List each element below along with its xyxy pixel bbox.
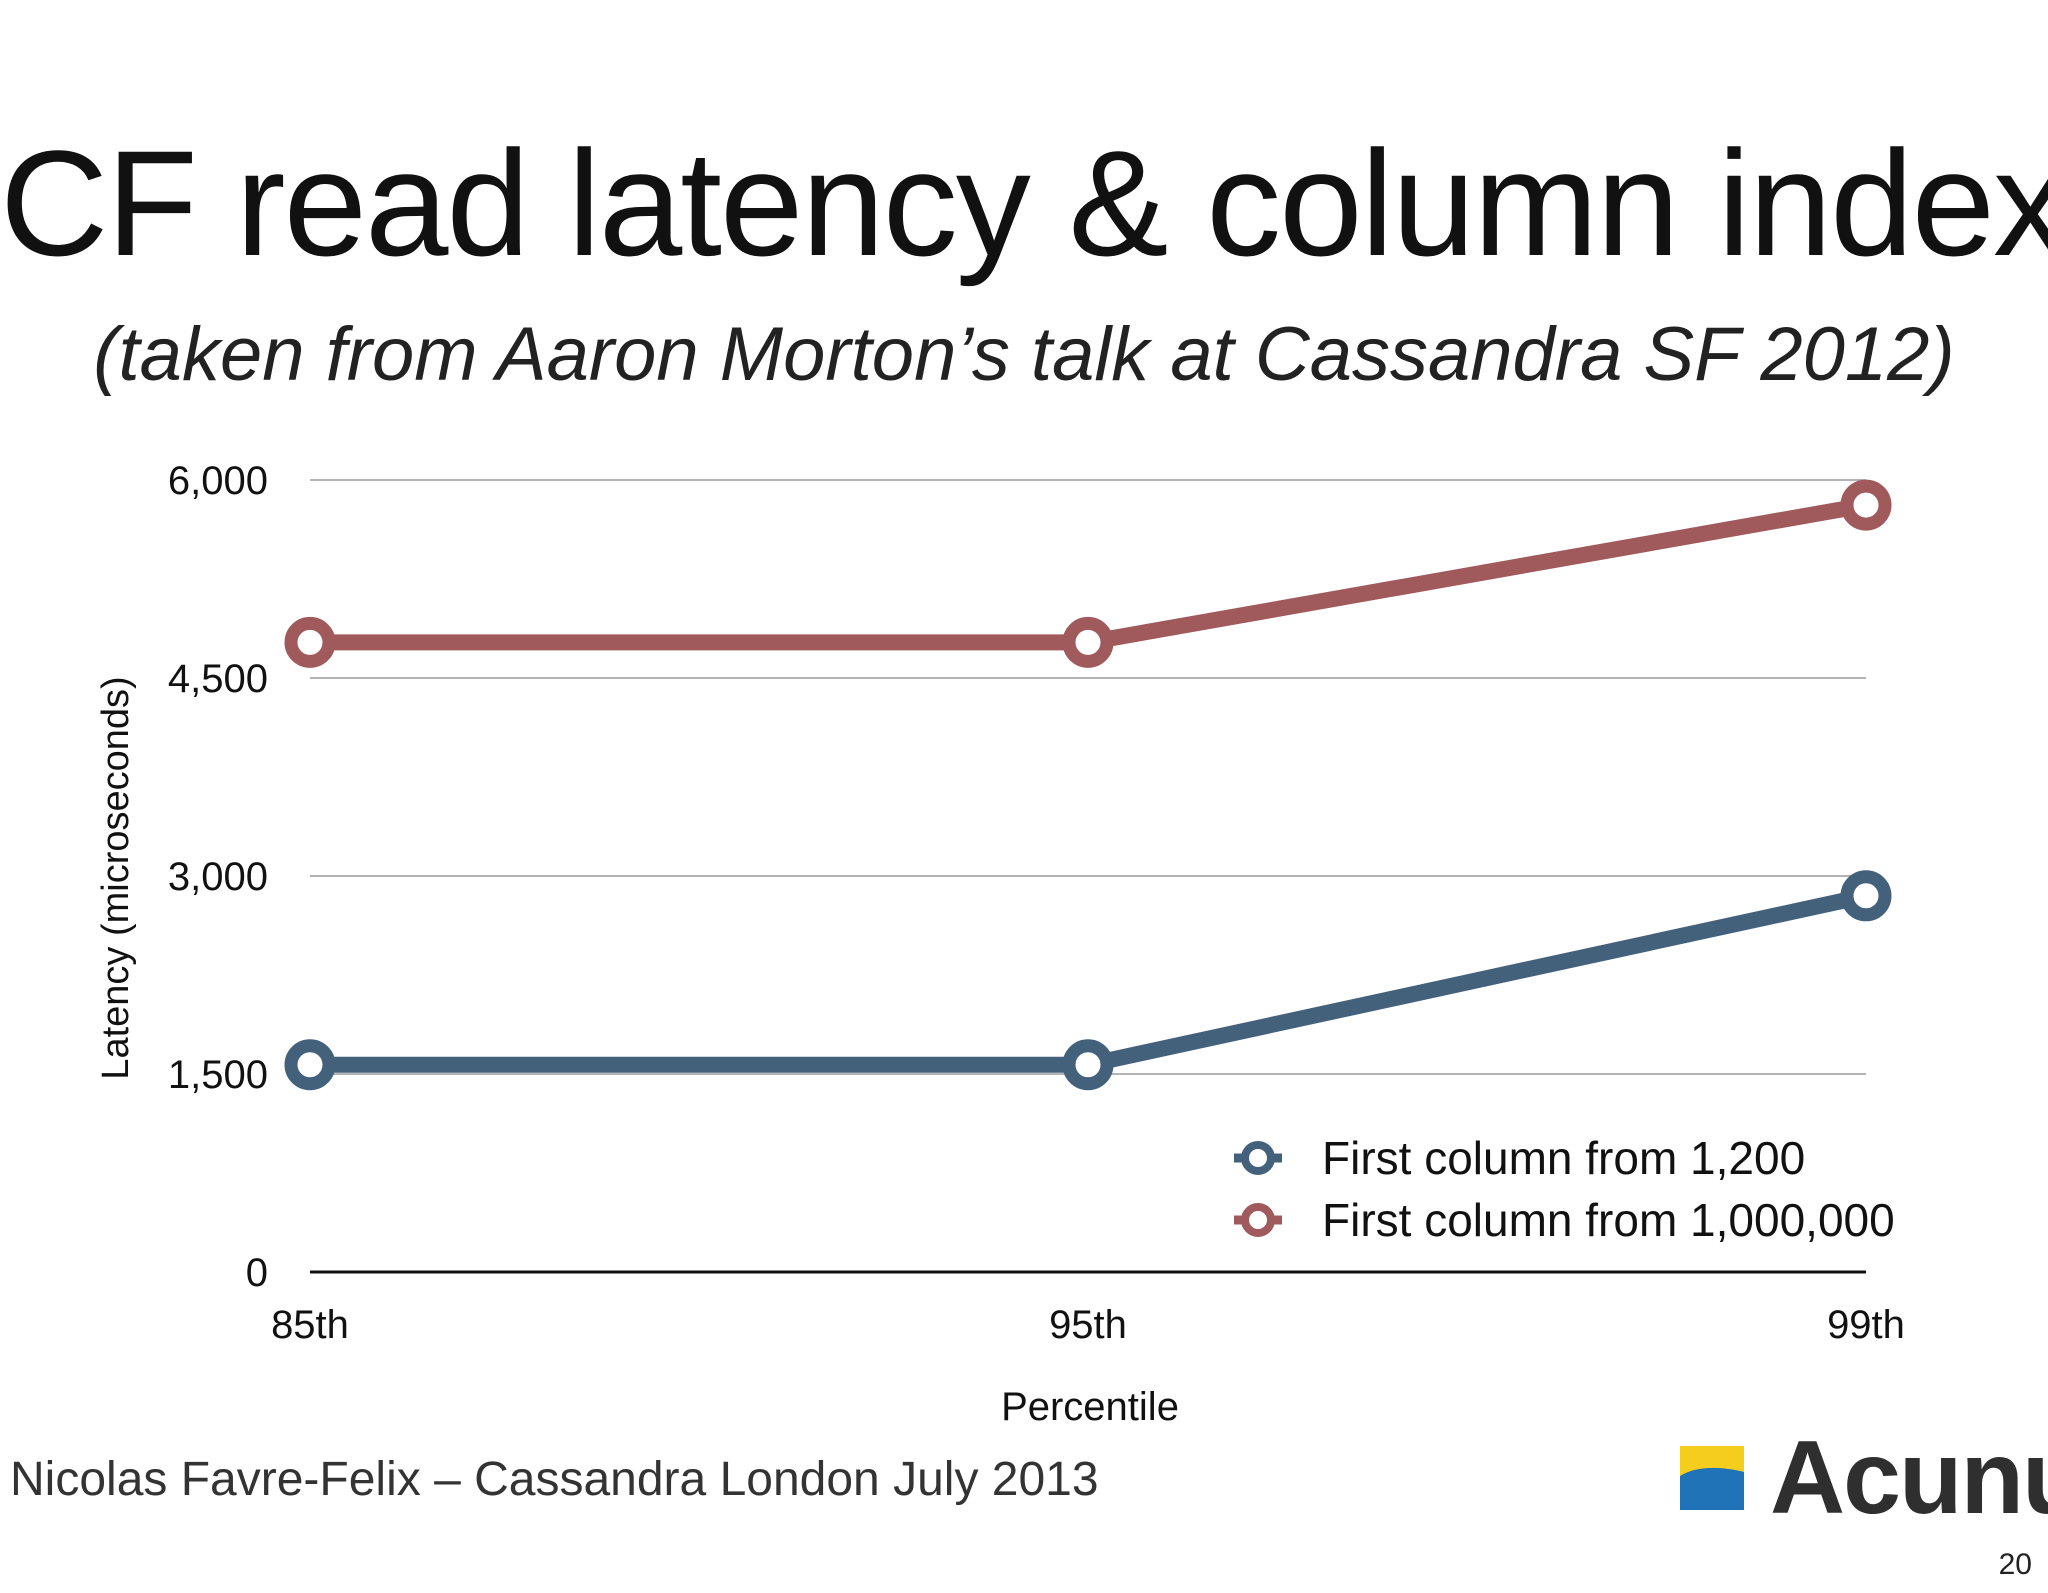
footer-text: Nicolas Favre-Felix – Cassandra London J… [10,1453,1099,1506]
x-tick-label: 99th [1827,1303,1905,1347]
legend-swatch-marker [1241,1203,1275,1237]
acunu-logo: Acunu [1680,1418,2048,1538]
acunu-logo-text: Acunu [1770,1420,2048,1536]
x-tick-labels: 85th 95th 99th [271,1303,1905,1347]
data-point [1840,870,1892,922]
legend-label: First column from 1,200 [1322,1132,1805,1184]
page-number: 20 [1998,1548,2032,1581]
legend-label: First column from 1,000,000 [1322,1194,1895,1246]
y-tick-label: 6,000 [168,459,268,503]
x-tick-label: 95th [1049,1303,1127,1347]
data-point [284,616,336,668]
slide-subtitle: (taken from Aaron Morton’s talk at Cassa… [93,312,1955,397]
y-tick-label: 0 [246,1251,268,1295]
y-tick-label: 4,500 [168,657,268,701]
series [284,479,1892,1091]
slide-title: CF read latency & column index [0,119,2048,287]
data-point [284,1039,336,1091]
legend: First column from 1,200 First column from… [1234,1132,1895,1246]
x-axis-label: Percentile [1001,1385,1179,1429]
legend-item: First column from 1,200 [1234,1132,1805,1184]
data-point [1840,479,1892,531]
legend-item: First column from 1,000,000 [1234,1194,1895,1246]
series-1 [284,870,1892,1091]
legend-swatch-marker [1241,1141,1275,1175]
y-axis-label: Latency (microseconds) [95,676,137,1079]
data-point [1062,616,1114,668]
y-tick-label: 1,500 [168,1053,268,1097]
data-point [1062,1039,1114,1091]
y-tick-labels: 0 1,500 3,000 4,500 6,000 [168,459,268,1295]
gridlines [310,479,1866,1274]
y-tick-label: 3,000 [168,855,268,899]
acunu-logo-mark-icon [1680,1446,1744,1510]
x-tick-label: 85th [271,1303,349,1347]
series-2 [284,479,1892,668]
